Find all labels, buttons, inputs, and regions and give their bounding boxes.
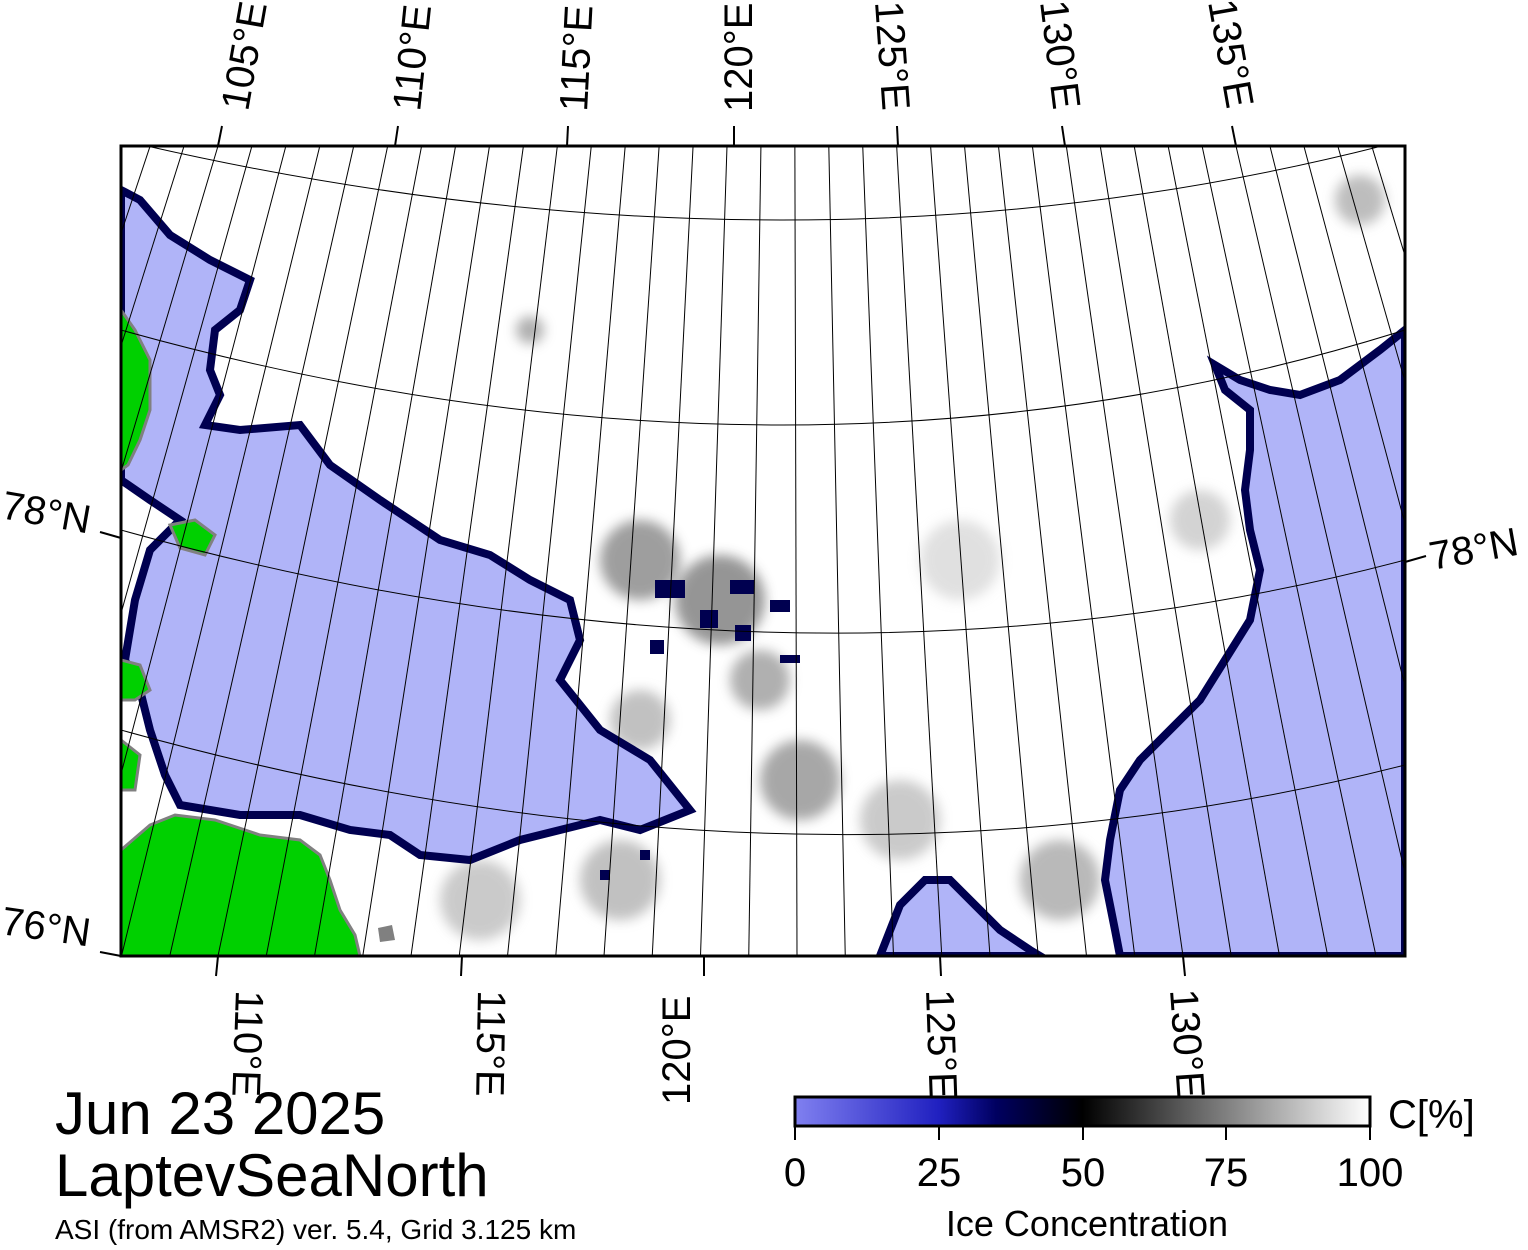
meridian-line	[748, 146, 762, 956]
lon-label-top: 120°E	[717, 3, 761, 112]
meridian-line	[121, 146, 321, 956]
meridian-line	[217, 146, 389, 956]
ice-edge-speckles	[600, 580, 800, 880]
meridian-line	[1099, 146, 1232, 956]
lat-label-left-76: 76°N	[0, 899, 93, 955]
lon-label-top: 130°E	[1031, 0, 1088, 112]
parallels	[121, 146, 1405, 836]
top-lon-labels: 105°E 110°E 115°E 120°E 125°E 130°E 135°…	[214, 0, 1262, 114]
map-source: ASI (from AMSR2) ver. 5.4, Grid 3.125 km	[55, 1214, 577, 1245]
colorbar-tick: 25	[917, 1151, 962, 1195]
parallel-78	[121, 529, 1405, 634]
meridian-line	[0, 146, 82, 956]
open-water-inlet	[875, 876, 1048, 956]
meridian-line	[121, 146, 253, 616]
lon-label-bottom: 120°E	[655, 996, 699, 1105]
bottom-lon-labels: 110°E 115°E 120°E 125°E 130°E	[223, 988, 1212, 1105]
meridian-line	[0, 146, 116, 956]
meridian-line	[121, 146, 287, 777]
lon-label-bottom: 130°E	[1161, 988, 1213, 1100]
lon-label-bottom: 110°E	[223, 990, 271, 1098]
frame-ticks	[99, 125, 1427, 977]
lon-label-top: 135°E	[1199, 0, 1261, 111]
meridian-line	[0, 146, 48, 956]
meridian-line	[1133, 146, 1280, 956]
lon-label-bottom: 115°E	[467, 990, 513, 1097]
parallel-79	[121, 329, 1405, 426]
meridian-line	[1235, 146, 1405, 876]
lon-label-bottom: 125°E	[917, 989, 965, 1100]
meridian-line	[507, 146, 592, 956]
meridian-line	[1303, 146, 1405, 526]
meridian-line	[1337, 146, 1405, 384]
meridian-line	[1065, 146, 1184, 956]
colorbar-tick: 100	[1337, 1151, 1404, 1195]
meridian-line	[930, 146, 991, 956]
land-islet-bottom	[378, 925, 395, 942]
meridian-line	[1269, 146, 1405, 689]
meridian-line	[121, 146, 185, 348]
land-taymyr	[121, 813, 362, 956]
meridian-line	[314, 146, 457, 956]
colorbar-tick: 50	[1061, 1151, 1106, 1195]
map-date: Jun 23 2025	[55, 1080, 386, 1147]
meridian-line	[862, 146, 894, 956]
meridian-line	[1201, 146, 1377, 956]
open-water-east	[1100, 324, 1405, 956]
colorbar-tick: 0	[784, 1151, 806, 1195]
graticule	[0, 146, 1405, 956]
parallel-80	[144, 146, 1384, 221]
parallel-77	[121, 729, 1405, 836]
lon-label-top: 110°E	[385, 2, 440, 112]
colorbar-tick: 75	[1204, 1151, 1249, 1195]
meridian-line	[651, 146, 694, 956]
lon-label-top: 115°E	[552, 4, 602, 113]
meridian-line	[896, 146, 943, 956]
meridian-line	[828, 146, 846, 956]
meridian-line	[794, 146, 798, 956]
meridian-line	[169, 146, 355, 956]
colorbar-unit: C[%]	[1388, 1093, 1475, 1137]
meridian-line	[458, 146, 558, 956]
map-frame	[119, 144, 1407, 958]
lat-label-right-78: 78°N	[1426, 520, 1522, 579]
meridian-line	[1031, 146, 1136, 956]
meridian-line	[121, 146, 219, 474]
meridian-line	[265, 146, 423, 956]
colorbar-title: Ice Concentration	[946, 1203, 1228, 1244]
meridian-line	[964, 146, 1039, 956]
meridian-line	[700, 146, 728, 956]
colorbar: 0 25 50 75 100 C[%] Ice Concentration	[784, 1093, 1475, 1244]
map-region: LaptevSeaNorth	[55, 1142, 489, 1209]
lon-label-top: 125°E	[866, 0, 918, 112]
colorbar-gradient	[793, 1095, 1372, 1128]
meridian-line	[997, 146, 1087, 956]
lon-label-top: 105°E	[214, 0, 276, 114]
meridian-line	[603, 146, 660, 956]
lat-label-left-78: 78°N	[0, 484, 94, 543]
meridian-line	[410, 146, 524, 956]
meridian-line	[555, 146, 626, 956]
meridian-line	[1167, 146, 1329, 956]
meridian-line	[362, 146, 490, 956]
